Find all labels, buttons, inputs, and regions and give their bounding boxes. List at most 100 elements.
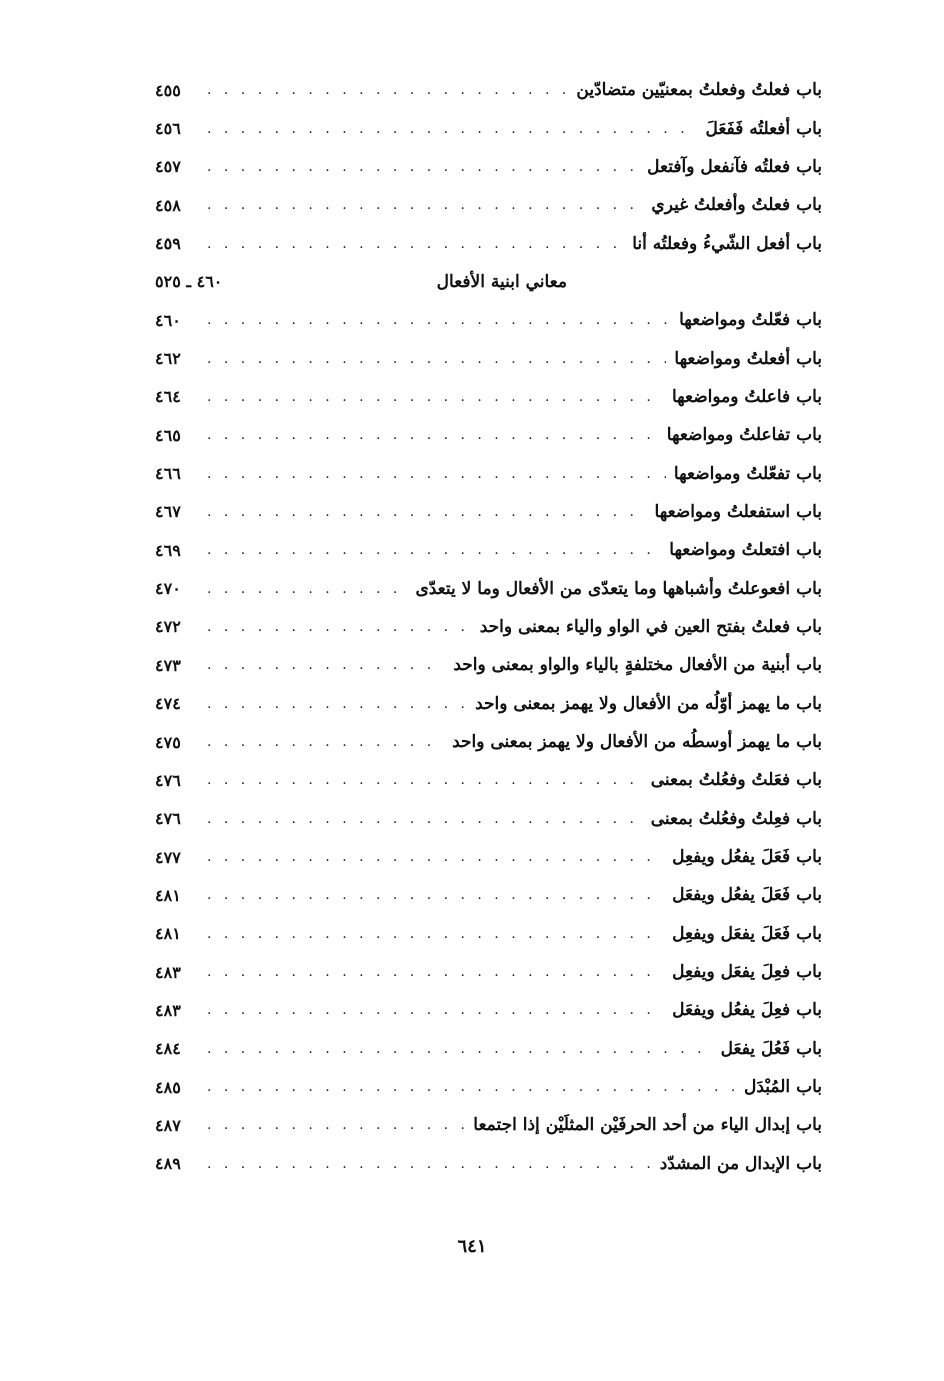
entry-title: باب فعِلَ يفعُل ويفعَل (672, 1000, 822, 1021)
entry-page: ٤٧٦ (155, 770, 181, 790)
dot-leader: . . . . . . . . . . . . . . . . . . . . … (207, 235, 624, 252)
toc-entry: باب أبنية من الأفعال مختلفةٍ بالياء والو… (155, 646, 822, 684)
dot-leader: . . . . . . . . . . . . . . . . . . . . … (207, 695, 467, 712)
entry-page: ٤٨٩ (155, 1154, 181, 1174)
toc-entry: باب ما يهمز أوّلُه من الأفعال ولا يهمز ب… (155, 685, 822, 723)
entry-title: باب فعّلتُ ومواضعها (679, 310, 822, 331)
entry-title: باب فعلتُ بفتح العين في الواو والياء بمع… (479, 616, 822, 637)
entry-title: باب فاعلتُ ومواضعها (672, 386, 822, 407)
table-of-contents: باب فعلتُ وفعلتُ بمعنيّين متضادّين . . .… (155, 71, 822, 1183)
entry-title: باب المُبْدَل (744, 1077, 822, 1098)
entry-page: ٤٥٧ (155, 157, 181, 177)
dot-leader: . . . . . . . . . . . . . . . . . . . . … (207, 887, 664, 904)
entry-page: ٤٦٤ (155, 387, 181, 407)
entry-title: باب تفاعلتُ ومواضعها (666, 425, 822, 446)
entry-page: ٤٦٧ (155, 502, 181, 522)
entry-title: باب أفعل الشّيءُ وفعلتُه أنا (632, 233, 822, 254)
section-heading: معاني ابنية الأفعال ٤٦٠ ـ ٥٢٥ (155, 263, 822, 301)
dot-leader: . . . . . . . . . . . . . . . . . . . . … (207, 1155, 652, 1172)
entry-page: ٤٦٩ (155, 540, 181, 560)
dot-leader: . . . . . . . . . . . . . . . . . . . . … (207, 925, 664, 942)
entry-page: ٤٨٧ (155, 1115, 181, 1135)
dot-leader: . . . . . . . . . . . . . . . . . . . . … (207, 849, 664, 866)
dot-leader: . . . . . . . . . . . . . . . . . . . . … (207, 503, 647, 520)
entry-title: باب تفعّلتُ ومواضعها (673, 463, 822, 484)
dot-leader: . . . . . . . . . . . . . . . . . . . . … (207, 542, 661, 559)
entry-title: باب أبنية من الأفعال مختلفةٍ بالياء والو… (453, 655, 822, 676)
entry-title: باب فَعُلَ يفعَل (720, 1038, 822, 1059)
entry-page: ٤٧٧ (155, 847, 181, 867)
toc-entry: باب فعلتُ وفعلتُ بمعنيّين متضادّين . . .… (155, 71, 822, 109)
dot-leader: . . . . . . . . . . . . . . . . . . . . … (207, 1079, 736, 1096)
entry-page: ٤٦٦ (155, 464, 181, 484)
dot-leader: . . . . . . . . . . . . . . . . . . . . … (207, 618, 472, 635)
entry-page: ٤٦٢ (155, 349, 181, 369)
toc-entry: باب فعِلَ يفعُل ويفعَل . . . . . . . . .… (155, 991, 822, 1029)
dot-leader: . . . . . . . . . . . . . . . . . . . . … (207, 1117, 465, 1134)
toc-entry: باب ما يهمز أوسطُه من الأفعال ولا يهمز ب… (155, 723, 822, 761)
entry-title: باب أفعلتُه فَفَعَلَ (705, 118, 822, 139)
toc-entry: باب فَعَلَ يفعُل ويفعِل . . . . . . . . … (155, 838, 822, 876)
dot-leader: . . . . . . . . . . . . . . . . . . . . … (207, 312, 672, 329)
toc-entry: باب فَعُلَ يفعَل . . . . . . . . . . . .… (155, 1030, 822, 1068)
section-pages: ٤٦٠ ـ ٥٢٥ (155, 272, 223, 292)
toc-entry: باب تفاعلتُ ومواضعها . . . . . . . . . .… (155, 416, 822, 454)
toc-entry: باب افتعلتُ ومواضعها . . . . . . . . . .… (155, 531, 822, 569)
dot-leader: . . . . . . . . . . . . . . . . . . . . … (207, 120, 698, 137)
dot-leader: . . . . . . . . . . . . . . . . . . . . … (207, 388, 664, 405)
entry-page: ٤٨٣ (155, 1000, 181, 1020)
dot-leader: . . . . . . . . . . . . . . . . . . . . … (207, 1040, 713, 1057)
toc-entry: باب فعّلتُ ومواضعها . . . . . . . . . . … (155, 301, 822, 339)
entry-title: باب فَعَلَ يفعُل ويفعَل (672, 885, 822, 906)
page-number: ٦٤١ (457, 1236, 487, 1257)
entry-page: ٤٨٤ (155, 1039, 181, 1059)
toc-entry: باب المُبْدَل . . . . . . . . . . . . . … (155, 1068, 822, 1106)
entry-title: باب فعَلتُ وفعُلتُ بمعنى (650, 770, 822, 791)
toc-entry: باب أفعل الشّيءُ وفعلتُه أنا . . . . . .… (155, 224, 822, 262)
dot-leader: . . . . . . . . . . . . . . . . . . . . … (207, 772, 643, 789)
entry-title: باب فَعَلَ يفعُل ويفعِل (672, 847, 822, 868)
dot-leader: . . . . . . . . . . . . . . . . . . . . … (207, 810, 643, 827)
dot-leader: . . . . . . . . . . . . . . . . . . . . … (207, 657, 445, 674)
entry-title: باب الإبدال من المشدّد (659, 1153, 822, 1174)
entry-page: ٤٧٠ (155, 579, 181, 599)
dot-leader: . . . . . . . . . . . . . . . . . . . . … (207, 964, 664, 981)
dot-leader: . . . . . . . . . . . . . . . . . . . . … (207, 465, 666, 482)
entry-page: ٤٦٠ (155, 310, 181, 330)
dot-leader: . . . . . . . . . . . . . . . . . . . . … (207, 350, 666, 367)
entry-page: ٤٨٥ (155, 1077, 181, 1097)
toc-entry: باب فعلتُ وأفعلتُ غيري . . . . . . . . .… (155, 186, 822, 224)
entry-page: ٤٧٥ (155, 732, 181, 752)
dot-leader: . . . . . . . . . . . . . . . . . . . . … (207, 197, 643, 214)
toc-entry: باب فعلتُه فآنفعل وآفتعل . . . . . . . .… (155, 148, 822, 186)
entry-title: باب افعوعلتُ وأشباهها وما يتعدّى من الأف… (415, 578, 822, 599)
toc-entry: باب أفعلتُه فَفَعَلَ . . . . . . . . . .… (155, 109, 822, 147)
toc-entry: باب فاعلتُ ومواضعها . . . . . . . . . . … (155, 378, 822, 416)
toc-entry: باب استفعلتُ ومواضعها . . . . . . . . . … (155, 493, 822, 531)
entry-title: باب فَعَلَ يفعَل ويفعِل (672, 923, 822, 944)
dot-leader: . . . . . . . . . . . . . . . . . . . . … (207, 427, 659, 444)
toc-entry: باب فعِلَ يفعَل ويفعِل . . . . . . . . .… (155, 953, 822, 991)
toc-entry: باب فعلتُ بفتح العين في الواو والياء بمع… (155, 608, 822, 646)
entry-page: ٤٥٨ (155, 195, 181, 215)
entry-page: ٤٥٦ (155, 119, 181, 139)
entry-page: ٤٦٥ (155, 425, 181, 445)
entry-title: باب فعلتُ وأفعلتُ غيري (651, 195, 822, 216)
entry-title: باب ما يهمز أوسطُه من الأفعال ولا يهمز ب… (452, 732, 822, 753)
entry-page: ٤٧٦ (155, 809, 181, 829)
entry-page: ٤٨١ (155, 885, 181, 905)
entry-page: ٤٧٢ (155, 617, 181, 637)
entry-title: باب إبدال الياء من أحد الحرفَيْن المثلَي… (473, 1115, 822, 1136)
toc-entry: باب فَعَلَ يفعُل ويفعَل . . . . . . . . … (155, 876, 822, 914)
entry-page: ٤٨٣ (155, 962, 181, 982)
dot-leader: . . . . . . . . . . . . . . . . . . . . … (207, 82, 568, 99)
toc-entry: باب الإبدال من المشدّد . . . . . . . . .… (155, 1145, 822, 1183)
entry-page: ٤٥٥ (155, 80, 181, 100)
entry-title: باب فعلتُ وفعلتُ بمعنيّين متضادّين (576, 80, 822, 101)
entry-title: باب ما يهمز أوّلُه من الأفعال ولا يهمز ب… (475, 693, 822, 714)
toc-entry: باب افعوعلتُ وأشباهها وما يتعدّى من الأف… (155, 569, 822, 607)
entry-title: باب استفعلتُ ومواضعها (654, 501, 822, 522)
toc-entry: باب أفعلتُ ومواضعها . . . . . . . . . . … (155, 339, 822, 377)
entry-page: ٤٨١ (155, 924, 181, 944)
entry-title: باب أفعلتُ ومواضعها (674, 348, 822, 369)
